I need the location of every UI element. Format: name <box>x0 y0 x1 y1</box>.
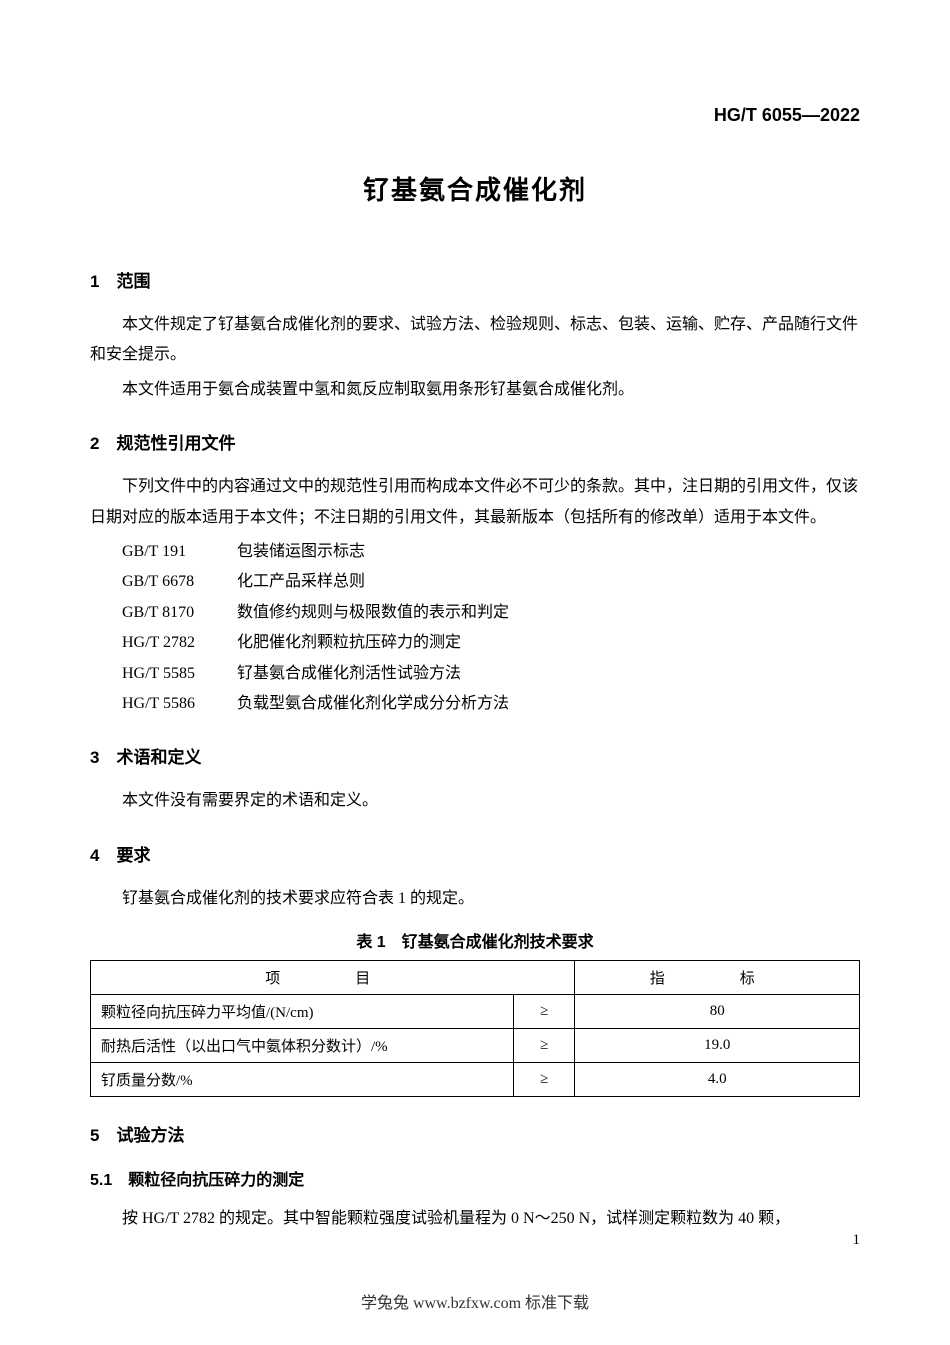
section-4-para-1: 钌基氨合成催化剂的技术要求应符合表 1 的规定。 <box>90 884 860 914</box>
section-3-heading: 3 术语和定义 <box>90 743 860 768</box>
table-row: 耐热后活性（以出口气中氨体积分数计）/% ≥ 19.0 <box>91 1029 860 1063</box>
reference-item: GB/T 6678化工产品采样总则 <box>122 567 860 597</box>
section-1-para-2: 本文件适用于氨合成装置中氢和氮反应制取氨用条形钌基氨合成催化剂。 <box>90 375 860 405</box>
table-row: 钌质量分数/% ≥ 4.0 <box>91 1063 860 1097</box>
reference-item: HG/T 2782化肥催化剂颗粒抗压碎力的测定 <box>122 628 860 658</box>
footer-text: 学兔兔 www.bzfxw.com 标准下载 <box>0 1289 950 1313</box>
table-row: 颗粒径向抗压碎力平均值/(N/cm) ≥ 80 <box>91 995 860 1029</box>
standard-code: HG/T 6055—2022 <box>714 105 860 126</box>
reference-item: HG/T 5586负载型氨合成催化剂化学成分分析方法 <box>122 689 860 719</box>
table-header-value: 指 标 <box>575 961 860 995</box>
section-4-heading: 4 要求 <box>90 841 860 866</box>
reference-item: GB/T 191包装储运图示标志 <box>122 537 860 567</box>
section-5-1-heading: 5.1 颗粒径向抗压碎力的测定 <box>90 1166 860 1190</box>
table-1-caption: 表 1 钌基氨合成催化剂技术要求 <box>90 928 860 952</box>
document-title: 钌基氨合成催化剂 <box>90 170 860 207</box>
reference-item: GB/T 8170数值修约规则与极限数值的表示和判定 <box>122 598 860 628</box>
section-2-heading: 2 规范性引用文件 <box>90 429 860 454</box>
reference-list: GB/T 191包装储运图示标志 GB/T 6678化工产品采样总则 GB/T … <box>122 537 860 719</box>
reference-item: HG/T 5585钌基氨合成催化剂活性试验方法 <box>122 659 860 689</box>
section-1-heading: 1 范围 <box>90 267 860 292</box>
table-header-item: 项 目 <box>91 961 575 995</box>
page-number: 1 <box>853 1232 861 1249</box>
section-5-heading: 5 试验方法 <box>90 1121 860 1146</box>
requirements-table: 项 目 指 标 颗粒径向抗压碎力平均值/(N/cm) ≥ 80 耐热后活性（以出… <box>90 960 860 1097</box>
section-2-para-1: 下列文件中的内容通过文中的规范性引用而构成本文件必不可少的条款。其中，注日期的引… <box>90 472 860 533</box>
section-3-para-1: 本文件没有需要界定的术语和定义。 <box>90 786 860 816</box>
section-1-para-1: 本文件规定了钌基氨合成催化剂的要求、试验方法、检验规则、标志、包装、运输、贮存、… <box>90 310 860 371</box>
section-5-1-para-1: 按 HG/T 2782 的规定。其中智能颗粒强度试验机量程为 0 N～250 N… <box>90 1204 860 1234</box>
